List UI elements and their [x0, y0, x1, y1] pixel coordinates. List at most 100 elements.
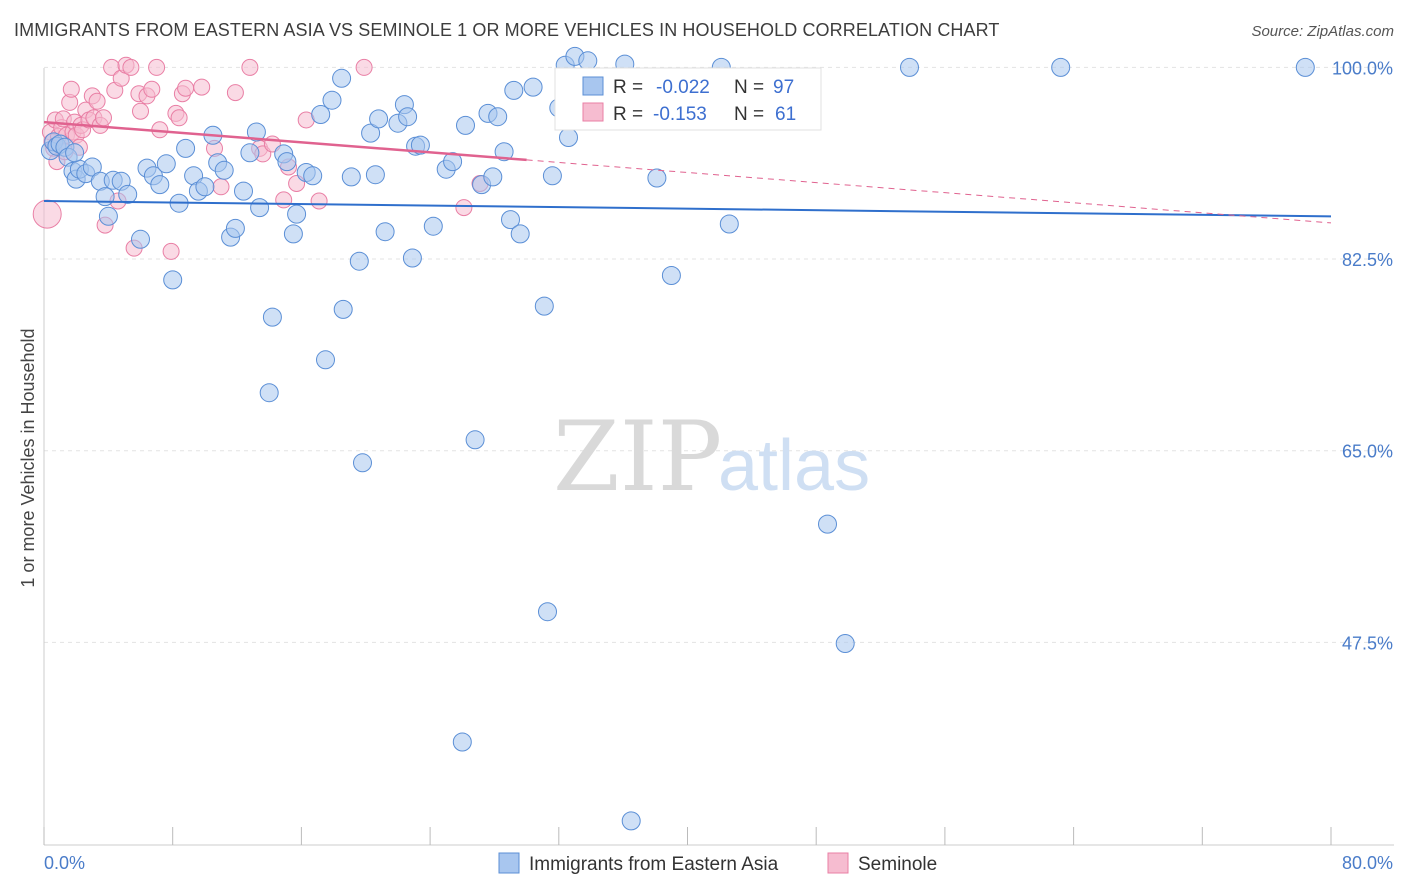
legend-r-label-1: R = — [613, 77, 643, 98]
legend-n-label-2: N = — [734, 104, 764, 125]
eastern-asia-point-39 — [262, 307, 282, 327]
y-axis-label: 1 or more Vehicles in Household — [18, 328, 38, 587]
seminole-point-59 — [455, 199, 473, 217]
eastern-asia-point-52 — [349, 251, 369, 271]
eastern-asia-point-41 — [277, 152, 297, 172]
eastern-asia-point-90 — [661, 266, 681, 285]
y-tick-label-3: 47.5% — [1342, 633, 1393, 653]
axes — [43, 68, 1394, 846]
seminole-point-47 — [212, 178, 230, 196]
seminole-point-25 — [95, 109, 112, 127]
eastern-asia-point-95 — [900, 57, 919, 77]
eastern-asia-point-69 — [465, 430, 485, 450]
eastern-asia-point-64 — [423, 216, 443, 236]
seminole-point-42 — [170, 109, 188, 127]
eastern-asia-point-79 — [534, 296, 554, 316]
series-legend-swatch-pink — [827, 852, 849, 874]
eastern-asia-point-49 — [332, 68, 352, 88]
eastern-asia-point-55 — [365, 165, 385, 185]
eastern-asia-point-84 — [559, 128, 578, 147]
eastern-asia-point-35 — [240, 143, 260, 163]
eastern-asia-point-50 — [333, 299, 353, 319]
eastern-asia-points — [40, 46, 1315, 831]
seminole-point-37 — [143, 80, 161, 98]
eastern-asia-point-81 — [542, 166, 562, 186]
y-tick-label-2: 65.0% — [1342, 442, 1393, 462]
eastern-asia-point-17 — [118, 184, 138, 204]
seminole-point-44 — [177, 79, 195, 97]
eastern-asia-point-47 — [316, 350, 335, 370]
eastern-asia-point-77 — [510, 224, 530, 244]
eastern-asia-point-9 — [65, 143, 85, 163]
trend-lines — [43, 120, 1332, 224]
seminole-point-49 — [241, 58, 259, 76]
eastern-asia-point-51 — [341, 167, 361, 187]
eastern-asia-point-61 — [402, 248, 422, 268]
eastern-asia-point-76 — [504, 80, 524, 100]
eastern-asia-point-33 — [225, 218, 245, 238]
eastern-asia-point-92 — [719, 214, 739, 234]
legend-n-value-1: 97 — [773, 77, 794, 98]
eastern-asia-point-63 — [410, 135, 430, 155]
legend-r-value-2: -0.153 — [653, 104, 707, 125]
x-tick-label-1: 80.0% — [1342, 853, 1393, 873]
eastern-asia-point-56 — [369, 109, 389, 129]
eastern-asia-point-38 — [259, 383, 279, 403]
eastern-asia-point-48 — [322, 90, 342, 110]
eastern-asia-point-13 — [95, 187, 115, 207]
eastern-asia-point-75 — [501, 210, 520, 230]
seminole-point-12 — [62, 80, 80, 98]
seminole-point-53 — [275, 191, 293, 209]
eastern-asia-point-57 — [375, 222, 395, 242]
chart-title: IMMIGRANTS FROM EASTERN ASIA VS SEMINOLE… — [14, 20, 1000, 40]
seminole-point-0 — [32, 199, 62, 229]
eastern-asia-point-23 — [163, 270, 183, 290]
eastern-asia-point-73 — [488, 107, 508, 127]
seminole-point-23 — [88, 92, 106, 110]
eastern-asia-point-54 — [361, 123, 381, 143]
watermark-atlas: atlas — [718, 426, 870, 506]
eastern-asia-point-78 — [523, 77, 543, 97]
seminole-point-35 — [132, 102, 149, 120]
eastern-asia-point-37 — [250, 198, 270, 218]
legend-swatch-pink — [582, 102, 604, 122]
eastern-asia-point-14 — [98, 206, 118, 226]
legend-r-label-2: R = — [613, 104, 643, 125]
eastern-asia-point-60 — [398, 107, 418, 127]
eastern-asia-point-42 — [283, 224, 303, 244]
eastern-asia-point-66 — [443, 152, 463, 172]
eastern-asia-point-94 — [835, 634, 855, 653]
eastern-asia-point-21 — [150, 175, 170, 195]
tick-labels: 100.0% 82.5% 65.0% 47.5% 0.0% 80.0% — [44, 58, 1393, 873]
y-tick-label-0: 100.0% — [1332, 58, 1393, 78]
eastern-asia-point-86 — [578, 51, 598, 71]
eastern-asia-point-74 — [494, 142, 514, 162]
eastern-asia-point-80 — [538, 602, 557, 622]
eastern-asia-point-28 — [195, 177, 215, 197]
series-legend-label-2: Seminole — [858, 854, 937, 875]
eastern-asia-point-43 — [287, 204, 307, 224]
seminole-point-32 — [122, 58, 140, 76]
eastern-asia-point-31 — [214, 160, 234, 180]
seminole-trend-line-extension — [526, 159, 1332, 224]
eastern-asia-point-53 — [353, 453, 372, 473]
eastern-asia-point-93 — [818, 514, 837, 534]
seminole-trend-line — [43, 120, 527, 162]
eastern-asia-point-68 — [456, 115, 475, 135]
eastern-asia-point-88 — [621, 811, 641, 831]
stats-legend: R = -0.022 N = 97 R = -0.153 N = 61 — [554, 67, 822, 131]
legend-n-value-2: 61 — [775, 104, 796, 125]
chart-source: Source: ZipAtlas.com — [1251, 23, 1394, 40]
eastern-asia-point-46 — [311, 105, 331, 124]
seminole-point-40 — [162, 242, 180, 260]
eastern-asia-trend-line — [43, 200, 1332, 218]
series-legend-label-1: Immigrants from Eastern Asia — [529, 854, 779, 875]
seminole-point-45 — [193, 78, 211, 96]
eastern-asia-point-45 — [303, 166, 323, 186]
x-tick-label-0: 0.0% — [44, 853, 85, 873]
legend-swatch-blue — [582, 76, 604, 96]
series-legend-swatch-blue — [498, 852, 520, 874]
eastern-asia-point-97 — [1295, 57, 1315, 77]
y-tick-label-1: 82.5% — [1342, 250, 1393, 270]
